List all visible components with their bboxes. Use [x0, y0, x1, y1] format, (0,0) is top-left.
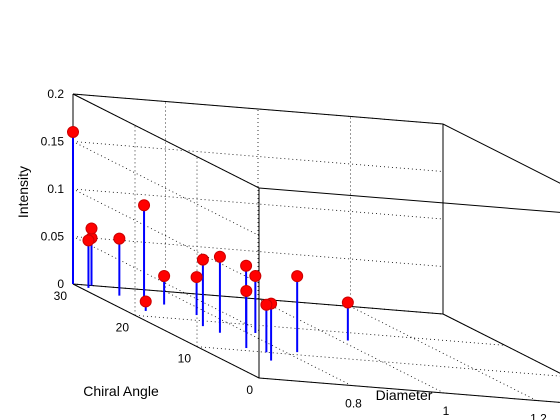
y-tick-label: 10	[178, 352, 192, 366]
axis-edge	[72, 283, 260, 379]
data-point	[240, 285, 253, 298]
grid-line	[72, 188, 260, 284]
tick-labels: 0.811.21.4010203000.050.10.150.2	[41, 87, 548, 420]
markers	[67, 126, 354, 311]
x-tick-label: 1.2	[530, 412, 547, 420]
data-point	[341, 296, 354, 309]
x-tick-label: 1	[443, 404, 450, 418]
axis-edge	[258, 187, 560, 213]
data-point	[249, 269, 262, 282]
z-tick-label: 0.1	[47, 182, 64, 196]
data-point	[82, 234, 95, 247]
z-tick-label: 0.2	[47, 87, 64, 101]
axes-box	[72, 93, 560, 379]
grid-line	[350, 306, 537, 401]
axis-edge	[72, 93, 444, 125]
floor-edge	[442, 313, 560, 374]
y-tick-label: 20	[116, 320, 130, 334]
grid-line	[134, 314, 506, 346]
data-point	[260, 298, 273, 311]
grid-line	[72, 141, 260, 236]
y-tick-label: 30	[54, 289, 68, 303]
z-axis-label: Intensity	[15, 166, 31, 218]
grid-line	[196, 346, 560, 377]
data-point	[240, 259, 253, 272]
data-point	[139, 295, 152, 308]
x-axis-line	[258, 377, 560, 403]
z-tick-label: 0.05	[41, 230, 65, 244]
grid-line	[72, 236, 260, 331]
x-axis-label: Diameter	[376, 387, 433, 403]
data-point	[138, 199, 151, 212]
axis-edge	[72, 283, 444, 315]
data-point	[67, 126, 79, 138]
data-point	[190, 271, 203, 284]
y-axis-label: Chiral Angle	[83, 383, 159, 399]
data-point	[213, 250, 226, 263]
axes-front-edges	[258, 313, 560, 403]
axis-edge	[72, 93, 260, 189]
data-point	[158, 270, 171, 283]
axis-edge	[442, 123, 560, 184]
grid-lines	[72, 93, 560, 403]
stems	[72, 132, 349, 361]
y-tick-label: 0	[246, 383, 253, 397]
x-tick-label: 0.8	[345, 397, 362, 411]
grid-line	[257, 298, 445, 394]
data-point	[291, 270, 304, 283]
z-tick-label: 0.15	[41, 135, 65, 149]
z-tick-label: 0	[57, 277, 64, 291]
data-point	[113, 232, 126, 245]
data-point	[85, 222, 98, 235]
data-point	[196, 253, 209, 266]
